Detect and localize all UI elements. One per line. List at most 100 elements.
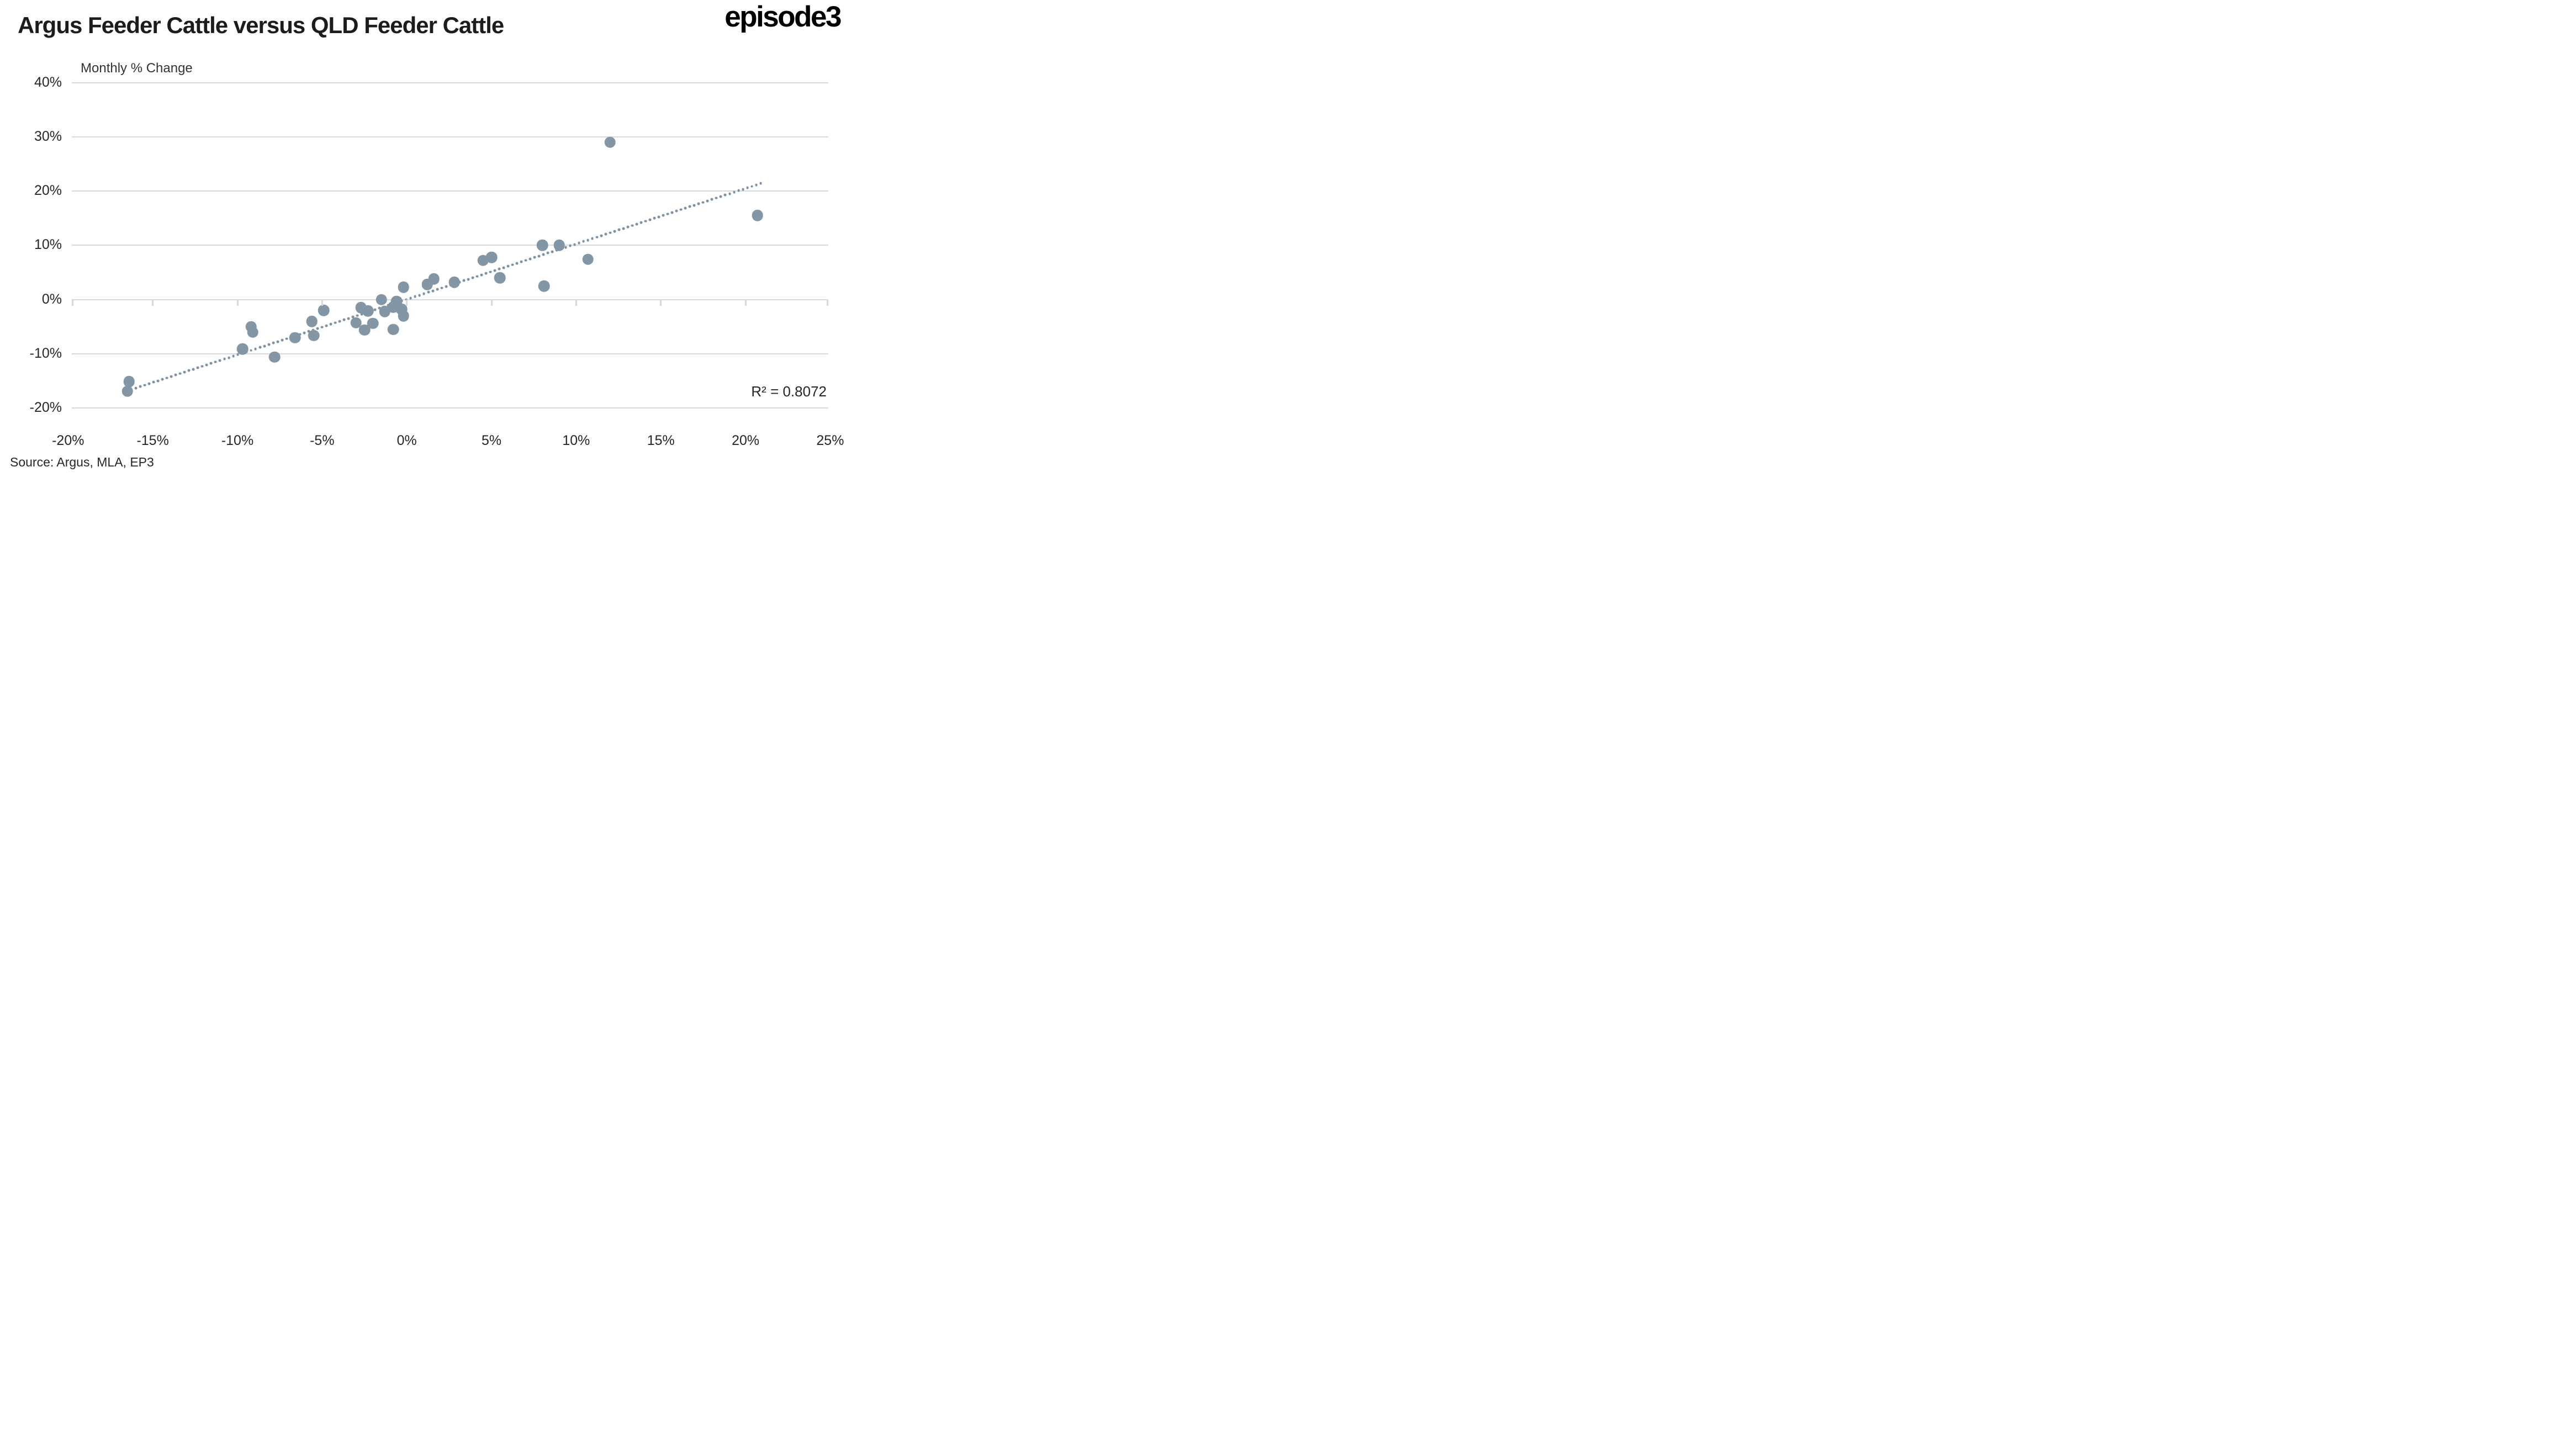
trendline-dot: [219, 359, 221, 362]
scatter-point: [236, 343, 248, 355]
x-axis-tick-label: 0%: [396, 433, 417, 448]
scatter-point: [306, 315, 318, 327]
trendline-dot: [250, 349, 253, 352]
x-axis-tick: [660, 299, 662, 306]
x-axis-tick-label: -10%: [221, 433, 254, 448]
scatter-point: [553, 240, 565, 251]
trendline-dot: [285, 337, 288, 340]
x-axis-tick: [490, 299, 493, 306]
trendline-dot: [666, 213, 669, 215]
trendline-dot: [134, 386, 137, 390]
trendline-dot: [653, 217, 656, 220]
trendline-dot: [254, 347, 257, 351]
trendline-dot: [613, 230, 616, 233]
trendline-dot: [334, 321, 337, 325]
trendline-dot: [325, 324, 328, 327]
scatter-point: [387, 323, 399, 335]
scatter-point: [375, 294, 387, 305]
trendline-dot: [746, 186, 749, 189]
scatter-point: [428, 273, 440, 285]
trendline-dot: [648, 218, 652, 221]
scatter-point: [121, 385, 133, 397]
trendline-dot: [418, 294, 421, 297]
trendline-dot: [750, 185, 754, 188]
source-note: Source: Argus, MLA, EP3: [10, 455, 154, 469]
trendline-dot: [622, 227, 625, 230]
trendline-dot: [356, 314, 359, 317]
trendline-dot: [662, 214, 665, 217]
trendline-dot: [692, 204, 696, 207]
gridline-y--20: [72, 407, 828, 409]
trendline-dot: [303, 331, 306, 335]
trendline-dot: [697, 202, 700, 205]
x-axis-tick-label: -20%: [52, 433, 84, 448]
gridline-y-40: [72, 82, 828, 83]
trendline-dot: [502, 266, 505, 269]
trendline-dot: [143, 384, 146, 387]
trendline-dot: [547, 252, 549, 254]
trendline-dot: [542, 253, 545, 256]
x-axis-tick: [826, 299, 828, 306]
trendline-dot: [183, 370, 186, 374]
trendline-dot: [670, 211, 674, 214]
scatter-point: [318, 305, 330, 316]
trendline-dot: [409, 296, 412, 300]
trendline-dot: [427, 291, 430, 294]
y-axis-tick-label: 10%: [34, 237, 62, 253]
trendline-dot: [595, 236, 599, 238]
chart-title: Argus Feeder Cattle versus QLD Feeder Ca…: [18, 12, 504, 38]
trendline-dot: [422, 292, 426, 295]
trendline-dot: [351, 315, 355, 319]
trendline-dot: [267, 343, 271, 346]
trendline-dot: [609, 231, 612, 235]
trendline-dot: [506, 264, 510, 268]
trendline-dot: [462, 279, 466, 282]
trendline-dot: [578, 241, 581, 245]
trendline-dot: [373, 308, 377, 311]
trendline-dot: [493, 269, 496, 272]
trendline-dot: [445, 285, 448, 288]
trendline-dot: [524, 259, 527, 262]
scatter-point: [362, 305, 374, 317]
scatter-point: [398, 310, 409, 322]
scatter-point: [350, 317, 362, 329]
trendline-dot: [498, 268, 501, 271]
gridline-y-20: [72, 190, 828, 192]
scatter-point: [448, 276, 460, 288]
y-axis-tick-label: -10%: [29, 346, 62, 361]
trendline-dot: [635, 222, 638, 226]
trendline-dot: [174, 373, 177, 376]
trendline-dot: [152, 381, 155, 384]
x-axis-tick-label: 15%: [647, 433, 675, 448]
x-axis-tick: [152, 299, 154, 306]
trendline-dot: [471, 276, 474, 279]
trendline-dot: [223, 357, 226, 360]
trendline-dot: [236, 353, 239, 356]
trendline-dot: [480, 273, 483, 277]
gridline-y-10: [72, 245, 828, 246]
x-axis-tick-label: -15%: [136, 433, 169, 448]
trendline-dot: [515, 262, 519, 265]
scatter-point: [289, 332, 301, 343]
x-axis-tick: [575, 299, 577, 306]
trendline-dot: [196, 366, 199, 369]
trendline-dot: [626, 225, 630, 229]
trendline-dot: [742, 188, 744, 191]
chart-canvas: Argus Feeder Cattle versus QLD Feeder Ca…: [0, 0, 859, 478]
trendline-dot: [200, 365, 204, 368]
trendline-dot: [440, 287, 443, 289]
trendline-dot: [263, 344, 266, 348]
trendline-dot: [272, 342, 275, 344]
x-axis-tick: [71, 299, 73, 306]
trendline-dot: [715, 197, 718, 200]
trendline-dot: [489, 271, 492, 274]
y-axis-tick-label: 30%: [34, 128, 62, 144]
trendline-dot: [360, 312, 363, 316]
scatter-point: [582, 253, 594, 266]
trendline-dot: [329, 322, 332, 326]
x-axis-tick: [236, 299, 239, 306]
trendline-dot: [210, 362, 213, 365]
y-axis-tick-label: -20%: [29, 400, 62, 416]
trendline-dot: [520, 260, 523, 263]
trendline-dot: [165, 376, 168, 379]
